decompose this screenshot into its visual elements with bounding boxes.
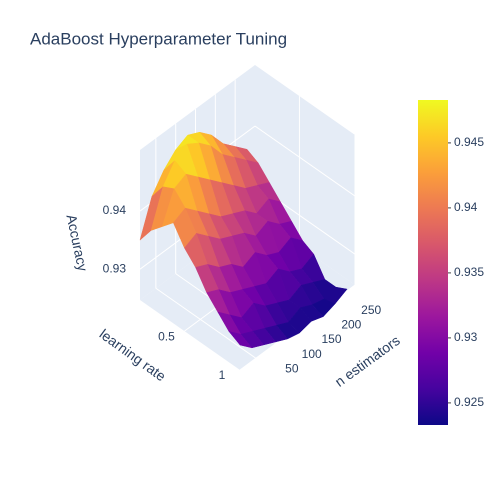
z-axis-title: Accuracy — [63, 213, 91, 273]
x-tick-label: 200 — [341, 317, 361, 331]
colorbar-tick-label: 0.94 — [454, 200, 478, 214]
surface-patch — [228, 330, 253, 349]
scene — [139, 65, 356, 371]
x-axis-title: n estimators — [332, 332, 403, 390]
x-tick-label: 50 — [285, 361, 299, 375]
z-tick-label: 0.93 — [103, 261, 127, 275]
grid-line — [155, 287, 257, 359]
grid-line — [254, 125, 356, 197]
chart-title: AdaBoost Hyperparameter Tuning — [30, 29, 287, 48]
colorbar-tick-label: 0.945 — [454, 135, 484, 149]
colorbar-tick-label: 0.925 — [454, 395, 484, 409]
x-tick-label: 250 — [361, 303, 381, 317]
colorbar-tick-label: 0.93 — [454, 330, 478, 344]
y-tick-label: 1 — [219, 368, 226, 382]
x-tick-label: 150 — [322, 332, 342, 346]
colorbar — [418, 100, 448, 425]
colorbar-tick-label: 0.935 — [454, 265, 484, 279]
z-tick-label: 0.94 — [103, 203, 127, 217]
y-tick-label: 0.5 — [158, 329, 175, 343]
x-tick-label: 100 — [302, 347, 322, 361]
